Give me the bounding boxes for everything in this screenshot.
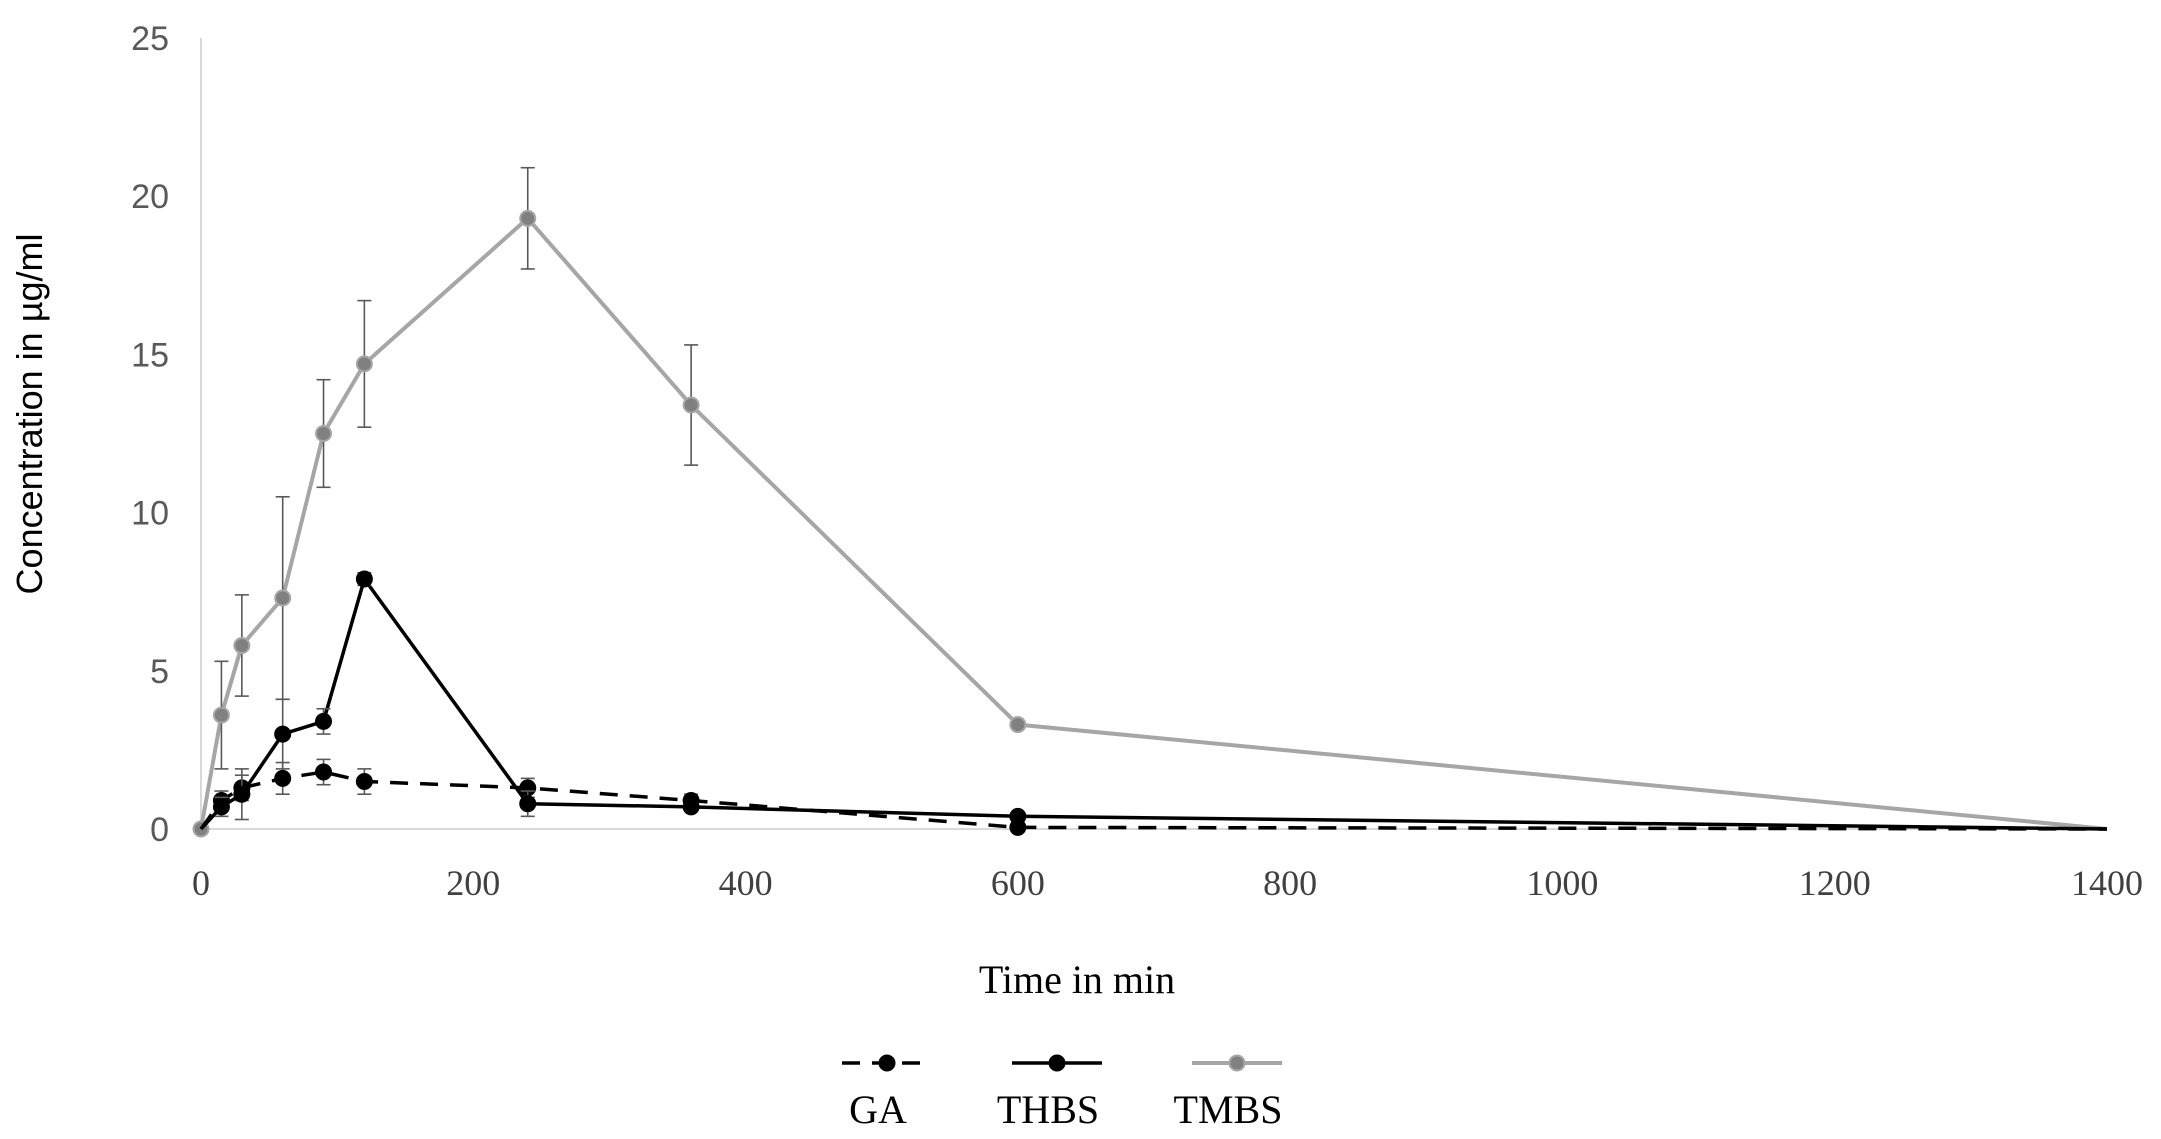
data-point <box>212 706 230 724</box>
series-line-thbs <box>199 577 2108 831</box>
series-line-ga <box>199 770 2108 831</box>
x-tick-label: 800 <box>1263 863 1317 903</box>
data-point <box>315 425 333 442</box>
axes <box>200 38 2107 830</box>
y-tick-label: 5 <box>150 653 169 691</box>
data-point <box>212 798 230 816</box>
data-point <box>274 725 292 743</box>
legend-swatch-marker <box>878 1054 896 1072</box>
y-tick-label: 15 <box>131 336 169 374</box>
data-point <box>233 636 251 654</box>
legend-swatch-marker <box>1228 1054 1246 1072</box>
data-point <box>355 570 373 588</box>
data-point <box>274 589 292 607</box>
x-tick-label: 1200 <box>1799 863 1871 903</box>
legend-label: GA <box>849 1087 907 1132</box>
y-tick-label: 10 <box>131 495 169 533</box>
data-point <box>519 209 537 227</box>
data-point <box>355 773 373 791</box>
x-tick-label: 0 <box>192 863 210 903</box>
y-tick-label: 25 <box>131 20 169 58</box>
data-point <box>315 712 333 730</box>
x-tick-label: 1400 <box>2071 863 2143 903</box>
x-tick-label: 1000 <box>1526 863 1598 903</box>
legend-swatch-marker <box>1048 1054 1066 1072</box>
series-line-tmbs <box>199 216 2108 831</box>
x-tick-label: 200 <box>446 863 500 903</box>
data-point <box>682 396 700 414</box>
legend-item-thbs: THBS <box>997 1054 1102 1132</box>
legend-label: THBS <box>997 1087 1099 1132</box>
series-tmbs <box>192 166 2108 838</box>
legend: GA THBS TMBS <box>842 1054 1283 1132</box>
x-tick-label: 400 <box>719 863 773 903</box>
data-point <box>274 769 292 787</box>
data-point <box>355 355 373 373</box>
data-point <box>519 795 537 813</box>
series-ga <box>199 758 2108 836</box>
data-point <box>1009 716 1027 734</box>
y-tick-label: 0 <box>150 811 169 849</box>
legend-item-tmbs: TMBS <box>1174 1054 1283 1132</box>
series-layer <box>192 166 2108 838</box>
data-point <box>682 798 700 816</box>
x-tick-labels: 0 200 400 600 800 1000 1200 1400 <box>192 863 2143 903</box>
y-tick-label: 20 <box>131 178 169 216</box>
x-tick-label: 600 <box>991 863 1045 903</box>
x-axis-label: Time in min <box>979 957 1175 1002</box>
data-point <box>233 785 251 803</box>
series-thbs <box>199 570 2108 831</box>
y-tick-labels: 0 5 10 15 20 25 <box>131 20 169 849</box>
data-point <box>1009 807 1027 825</box>
legend-item-ga: GA <box>842 1054 932 1132</box>
y-axis-label: Concentration in µg/ml <box>9 234 50 595</box>
data-point <box>315 763 333 781</box>
legend-label: TMBS <box>1174 1087 1283 1132</box>
